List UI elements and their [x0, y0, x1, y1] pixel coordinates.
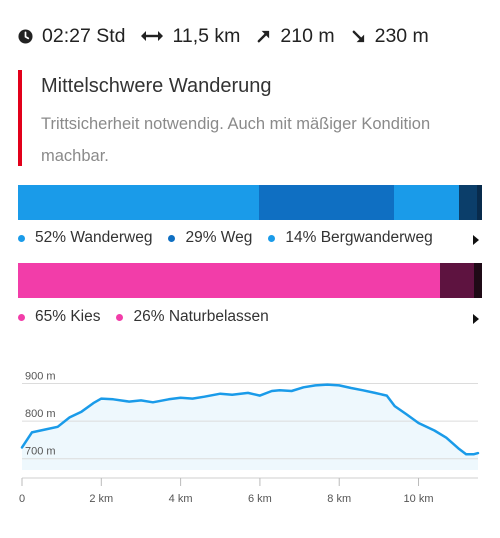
x-tick-label: 0 [19, 493, 25, 505]
surfaces-legend: 65% Kies 26% Naturbelassen [18, 306, 458, 328]
surface-segment-other [473, 263, 482, 298]
surface-segment-other [440, 263, 474, 298]
legend-dot [116, 313, 124, 321]
surface-segment-kies [18, 263, 320, 298]
way-types-legend: 52% Wanderweg 29% Weg 14% Bergwanderweg [18, 227, 458, 249]
way-type-segment-other [477, 185, 482, 220]
clock-icon [18, 28, 33, 44]
descent-arrow-icon [352, 30, 364, 42]
tour-stats: 02:27 Std 11,5 km 210 m 230 m [18, 21, 488, 51]
distance-value: 11,5 km [172, 24, 241, 47]
way-type-segment-weg [259, 185, 394, 220]
legend-item-bergwanderweg[interactable]: 14% Bergwanderweg [268, 229, 433, 247]
legend-dot [18, 313, 25, 321]
way-types-bar [18, 185, 482, 220]
difficulty-indicator [18, 70, 22, 166]
legend-item-kies[interactable]: 65% Kies [18, 308, 100, 326]
elevation-line [20, 383, 480, 456]
ascent-value: 210 m [280, 24, 335, 47]
legend-label: 26% Naturbelassen [133, 308, 269, 325]
x-tick-label: 8 km [327, 493, 351, 505]
x-tick-label: 2 km [89, 493, 113, 505]
difficulty-description: Trittsicherheit notwendig. Auch mit mäßi… [41, 115, 431, 165]
way-type-segment-other [458, 185, 478, 220]
y-tick-label: 700 m [25, 446, 56, 458]
surface-segment-naturbelassen [319, 263, 441, 298]
y-tick-label: 900 m [25, 371, 56, 383]
descent-value: 230 m [374, 24, 429, 47]
surfaces-more-arrow-icon[interactable] [470, 308, 482, 330]
x-tick-label: 10 km [404, 493, 434, 505]
legend-dot [168, 234, 176, 242]
duration-value: 02:27 Std [42, 24, 126, 47]
way-type-segment-wanderweg [18, 185, 260, 220]
legend-item-weg[interactable]: 29% Weg [168, 229, 252, 247]
elevation-profile-chart: 700 m 800 m 900 m 0 2 km 4 km 6 km 8 km 10 km [19, 371, 480, 505]
ascent-arrow-icon [258, 30, 270, 42]
x-tick-label: 6 km [248, 493, 272, 505]
surfaces-bar [18, 263, 482, 298]
legend-item-wanderweg[interactable]: 52% Wanderweg [18, 229, 152, 247]
way-types-more-arrow-icon[interactable] [470, 229, 482, 251]
difficulty-section: Mittelschwere Wanderung Trittsicherheit … [18, 70, 488, 166]
elevation-area [22, 384, 478, 470]
distance-arrows-icon [141, 31, 164, 41]
legend-item-naturbelassen[interactable]: 26% Naturbelassen [116, 308, 269, 326]
legend-label: 52% Wanderweg [35, 229, 153, 246]
legend-label: 14% Bergwanderweg [285, 229, 433, 246]
legend-dot [18, 234, 25, 242]
way-type-segment-bergwanderweg [393, 185, 459, 220]
difficulty-title: Mittelschwere Wanderung [41, 75, 272, 97]
legend-label: 65% Kies [35, 308, 101, 325]
distance-stat: 11,5 km [141, 25, 240, 48]
legend-dot [268, 234, 276, 242]
y-tick-label: 800 m [25, 408, 56, 420]
ascent-stat: 210 m [256, 24, 335, 48]
duration-stat: 02:27 Std [18, 25, 125, 48]
legend-label: 29% Weg [185, 229, 253, 246]
descent-stat: 230 m [351, 25, 429, 48]
x-tick-label: 4 km [169, 493, 193, 505]
